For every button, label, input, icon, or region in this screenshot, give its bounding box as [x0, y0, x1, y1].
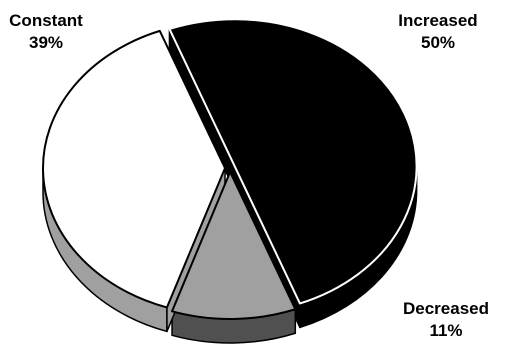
- slice-increased: [168, 18, 418, 305]
- slice-value-constant: 39%: [28, 33, 64, 52]
- slice-name-constant: Constant: [9, 11, 83, 30]
- slice-name-increased: Increased: [398, 11, 478, 30]
- slice-decreased: [171, 170, 297, 320]
- slice-value-increased: 50%: [420, 33, 456, 52]
- slice-label-increased: Increased 50%: [393, 10, 483, 54]
- slice-constant: [42, 29, 227, 309]
- slice-value-decreased: 11%: [429, 321, 463, 340]
- slice-name-decreased: Decreased: [402, 299, 489, 318]
- pie-slices: [42, 18, 418, 320]
- slice-label-constant: Constant 39%: [4, 10, 88, 54]
- slice-label-decreased: Decreased 11%: [393, 298, 499, 342]
